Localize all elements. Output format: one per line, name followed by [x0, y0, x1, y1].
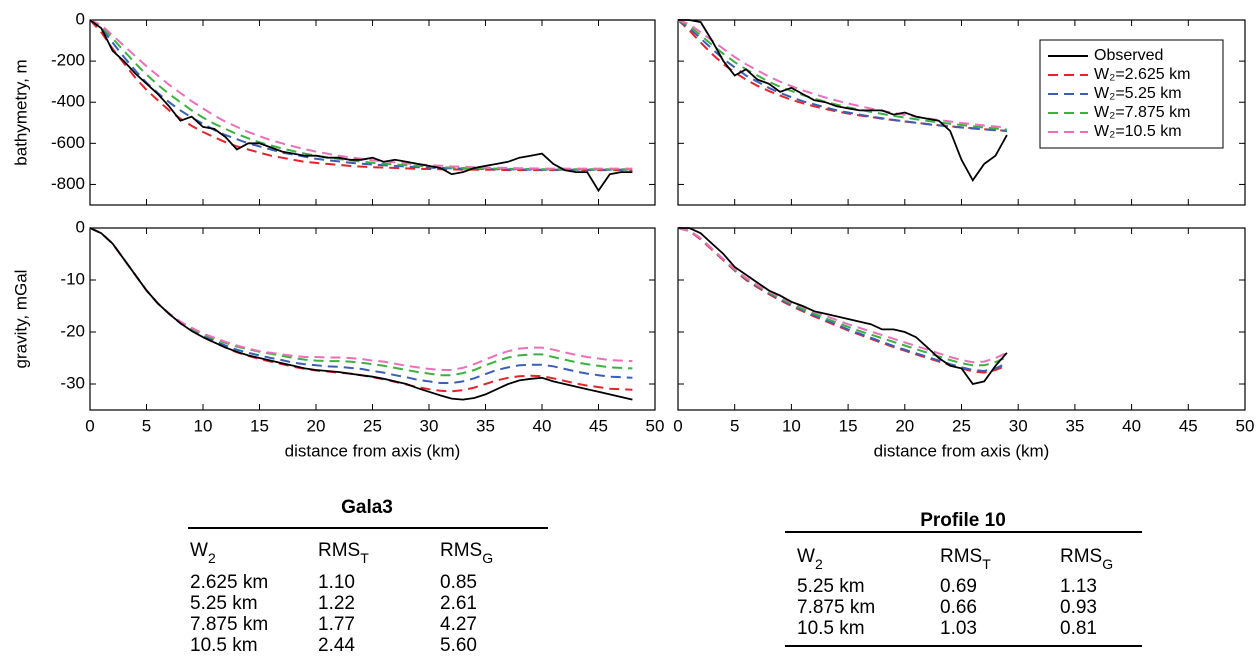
table-header: W2	[190, 540, 216, 566]
table-cell: 2.44	[318, 635, 355, 656]
header-subscript: G	[1102, 556, 1113, 572]
legend-label: W₂=5.25 km	[1094, 85, 1182, 102]
x-tick-label: 15	[839, 416, 858, 435]
x-tick-label: 20	[895, 416, 914, 435]
x-tick-label: 35	[1065, 416, 1084, 435]
table-cell: 0.81	[1060, 618, 1097, 639]
table-cell: 5.25 km	[190, 593, 258, 614]
x-tick-label: 30	[420, 416, 439, 435]
y-axis-label: gravity, mGal	[11, 270, 30, 369]
header-text: RMS	[318, 540, 360, 561]
series-line	[677, 19, 1007, 129]
series-line	[89, 227, 633, 371]
x-tick-label: 25	[952, 416, 971, 435]
y-tick-label: -20	[60, 321, 85, 340]
header-text: RMS	[940, 546, 982, 567]
table-cell: 0.85	[440, 572, 477, 593]
x-tick-label: 5	[142, 416, 151, 435]
y-axis-label: bathymetry, m	[11, 59, 30, 165]
x-tick-label: 10	[782, 416, 801, 435]
table-cell: 0.93	[1060, 597, 1097, 618]
table-cell: 5.25 km	[797, 576, 865, 597]
series-line	[678, 19, 1008, 183]
header-subscript: 2	[815, 556, 823, 572]
series-line	[89, 19, 633, 193]
header-subscript: G	[482, 550, 493, 566]
legend-label: Observed	[1094, 47, 1163, 64]
table-cell: 7.875 km	[190, 614, 268, 635]
y-tick-label: -200	[51, 51, 85, 70]
table-cell: 4.27	[440, 614, 477, 635]
series-line	[677, 19, 1007, 131]
x-tick-label: 35	[476, 416, 495, 435]
plot-frame	[677, 227, 1246, 411]
y-tick-label: -10	[60, 269, 85, 288]
x-tick-label: 40	[1122, 416, 1141, 435]
table-title: Gala3	[341, 497, 393, 518]
x-tick-label: 45	[589, 416, 608, 435]
header-subscript: T	[360, 550, 369, 566]
x-tick-label: 0	[85, 416, 94, 435]
series-line	[89, 19, 633, 171]
legend-label: W₂=7.875 km	[1094, 104, 1190, 121]
y-tick-label: -400	[51, 92, 85, 111]
legend-label: W₂=10.5 km	[1094, 123, 1182, 140]
table-cell: 0.66	[940, 597, 977, 618]
table-cell: 2.625 km	[190, 572, 268, 593]
header-text: W	[190, 540, 208, 561]
table-cell: 5.60	[440, 635, 477, 656]
x-tick-label: 50	[1236, 416, 1255, 435]
header-subscript: 2	[208, 550, 216, 566]
x-tick-label: 20	[307, 416, 326, 435]
x-tick-label: 5	[730, 416, 739, 435]
table-header: RMSG	[1060, 546, 1113, 572]
series-line	[677, 227, 1008, 364]
series-line	[678, 227, 1008, 386]
table-cell: 7.875 km	[797, 597, 875, 618]
table-header: W2	[797, 546, 823, 572]
y-tick-label: -600	[51, 133, 85, 152]
table-header: RMST	[940, 546, 991, 572]
table-cell: 0.69	[940, 576, 977, 597]
x-tick-label: 40	[533, 416, 552, 435]
header-subscript: T	[982, 556, 991, 572]
x-axis-label: distance from axis (km)	[874, 441, 1050, 460]
series-line	[677, 19, 1007, 132]
header-text: RMS	[440, 540, 482, 561]
legend-label: W₂=2.625 km	[1094, 66, 1190, 83]
table-header: RMSG	[440, 540, 493, 566]
y-tick-label: -800	[51, 174, 85, 193]
table-cell: 1.10	[318, 572, 355, 593]
table-cell: 10.5 km	[190, 635, 258, 656]
x-tick-label: 30	[1009, 416, 1028, 435]
y-tick-label: -30	[60, 373, 85, 392]
x-tick-label: 0	[673, 416, 682, 435]
plot-frame	[89, 227, 656, 411]
series-line	[89, 19, 633, 170]
header-text: W	[797, 546, 815, 567]
table-cell: 1.77	[318, 614, 355, 635]
series-line	[677, 19, 1007, 132]
x-axis-label: distance from axis (km)	[285, 441, 461, 460]
table-cell: 2.61	[440, 593, 477, 614]
series-line	[89, 227, 633, 401]
y-tick-label: 0	[76, 217, 85, 236]
table-cell: 1.13	[1060, 576, 1097, 597]
x-tick-label: 45	[1179, 416, 1198, 435]
header-text: RMS	[1060, 546, 1102, 567]
table-title: Profile 10	[920, 510, 1006, 531]
x-tick-label: 15	[250, 416, 269, 435]
table-cell: 10.5 km	[797, 618, 865, 639]
y-tick-label: 0	[76, 9, 85, 28]
x-tick-label: 25	[363, 416, 382, 435]
table-cell: 1.22	[318, 593, 355, 614]
x-tick-label: 10	[194, 416, 213, 435]
table-cell: 1.03	[940, 618, 977, 639]
table-header: RMST	[318, 540, 369, 566]
x-tick-label: 50	[646, 416, 665, 435]
